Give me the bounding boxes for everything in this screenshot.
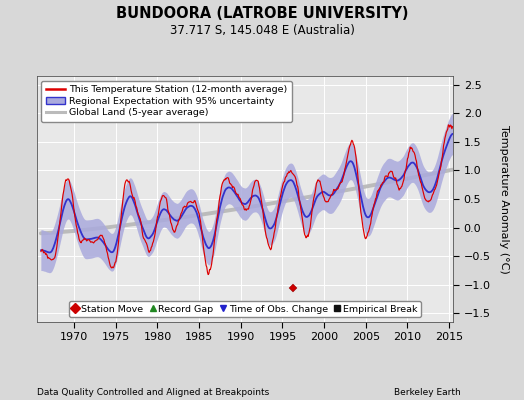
- Y-axis label: Temperature Anomaly (°C): Temperature Anomaly (°C): [499, 125, 509, 273]
- Legend: Station Move, Record Gap, Time of Obs. Change, Empirical Break: Station Move, Record Gap, Time of Obs. C…: [69, 301, 421, 317]
- Text: BUNDOORA (LATROBE UNIVERSITY): BUNDOORA (LATROBE UNIVERSITY): [116, 6, 408, 21]
- Text: Data Quality Controlled and Aligned at Breakpoints: Data Quality Controlled and Aligned at B…: [37, 388, 269, 397]
- Text: Berkeley Earth: Berkeley Earth: [395, 388, 461, 397]
- Text: 37.717 S, 145.048 E (Australia): 37.717 S, 145.048 E (Australia): [170, 24, 354, 37]
